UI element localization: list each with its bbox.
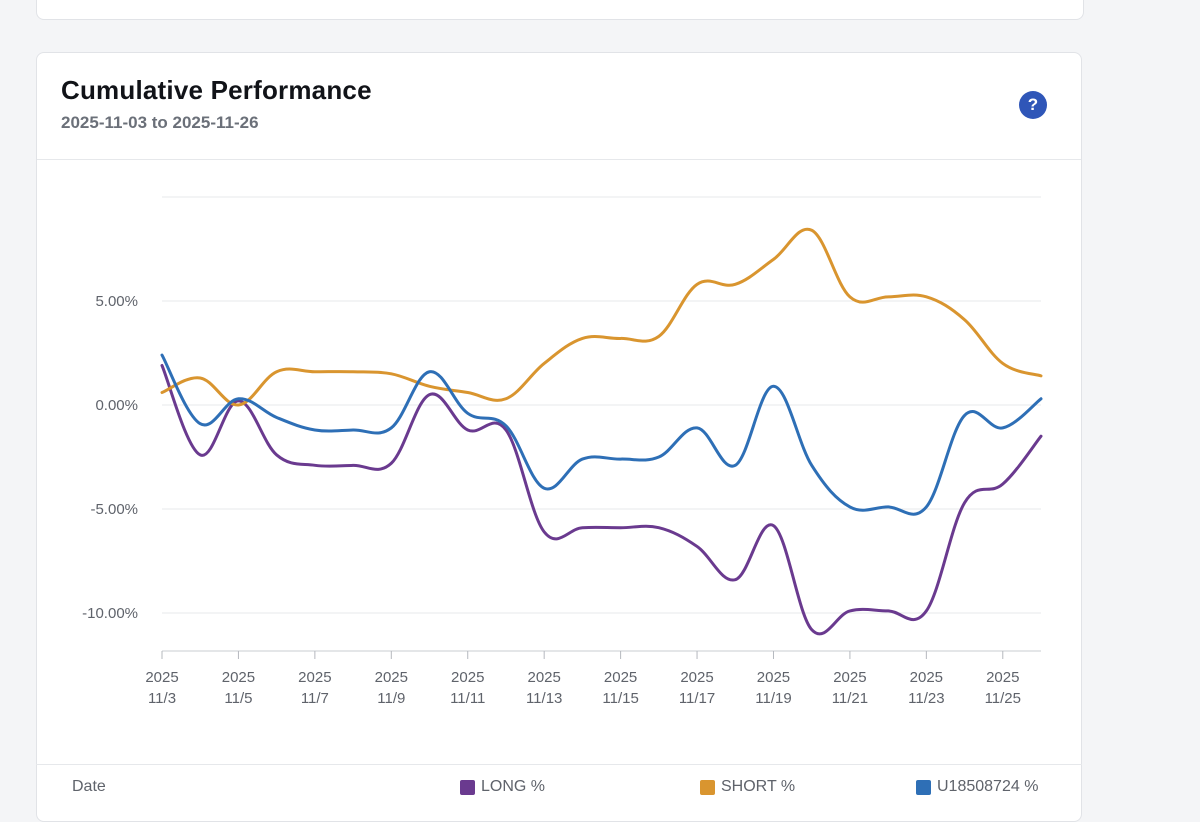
y-tick-label: -10.00% — [82, 605, 138, 622]
help-icon[interactable]: ? — [1019, 91, 1047, 119]
cumulative-performance-panel: Cumulative Performance 2025-11-03 to 202… — [36, 52, 1082, 822]
y-tick-label: -5.00% — [90, 501, 138, 518]
x-tick-year: 2025 — [986, 669, 1019, 686]
x-tick-year: 2025 — [298, 669, 331, 686]
x-tick-year: 2025 — [833, 669, 866, 686]
short-line — [160, 227, 1043, 407]
x-tick-year: 2025 — [451, 669, 484, 686]
performance-chart: 5.00% 0.00% -5.00% -10.00% 2025 11/3 2025 11/5… — [82, 196, 1043, 707]
x-tick-date: 11/13 — [526, 690, 562, 707]
x-tick-date: 11/21 — [832, 690, 868, 707]
legend-short[interactable]: SHORT % — [700, 778, 795, 796]
long-line — [160, 363, 1043, 636]
table-header: Date LONG % SHORT % U18508724 % — [36, 764, 1082, 805]
x-tick-date: 11/19 — [755, 690, 791, 707]
legend-short-label: SHORT % — [721, 778, 796, 795]
x-tick-date: 11/11 — [450, 690, 485, 707]
x-tick-date: 11/15 — [602, 690, 638, 707]
series-lines — [160, 227, 1043, 636]
short-swatch — [700, 779, 715, 795]
x-tick-year: 2025 — [757, 669, 790, 686]
x-tick-year: 2025 — [145, 669, 178, 686]
legend-long-label: LONG % — [481, 778, 546, 795]
grid-lines — [162, 196, 1041, 614]
x-tick-year: 2025 — [222, 669, 255, 686]
panel-title: Cumulative Performance — [61, 75, 372, 105]
x-tick-date: 11/5 — [224, 690, 252, 707]
x-tick-date: 11/23 — [908, 690, 944, 707]
x-tick-date: 11/7 — [301, 690, 329, 707]
date-range: 2025-11-03 to 2025-11-26 — [61, 113, 259, 132]
x-axis: 2025 11/3 2025 11/5 2025 11/7 2025 11/9 2025 11/1… — [145, 650, 1041, 707]
panel-header: Cumulative Performance 2025-11-03 to 202… — [37, 53, 1081, 160]
x-tick-date: 11/3 — [148, 690, 176, 707]
x-tick-year: 2025 — [604, 669, 637, 686]
account-line — [160, 353, 1043, 516]
x-tick-date: 11/17 — [679, 690, 715, 707]
legend-account-label: U18508724 % — [937, 778, 1039, 795]
x-tick-year: 2025 — [527, 669, 560, 686]
y-tick-label: 5.00% — [95, 293, 138, 310]
account-swatch — [916, 779, 931, 795]
x-tick-date: 11/9 — [377, 690, 405, 707]
y-tick-label: 0.00% — [95, 397, 138, 414]
x-tick-date: 11/25 — [985, 690, 1021, 707]
legend-long[interactable]: LONG % — [460, 778, 545, 796]
x-tick-year: 2025 — [680, 669, 713, 686]
x-tick-year: 2025 — [910, 669, 943, 686]
date-column-label: Date — [72, 778, 106, 795]
long-swatch — [460, 779, 475, 795]
previous-card — [36, 0, 1084, 20]
date-column-header[interactable]: Date — [72, 778, 106, 796]
y-axis-labels: 5.00% 0.00% -5.00% -10.00% — [82, 293, 138, 622]
x-tick-year: 2025 — [375, 669, 408, 686]
legend-account[interactable]: U18508724 % — [916, 778, 1038, 796]
